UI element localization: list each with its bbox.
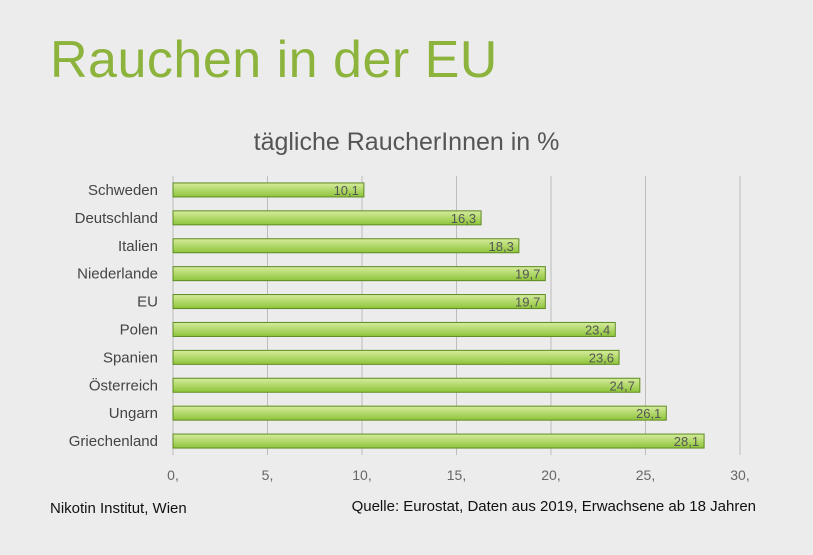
data-label: 28,1 xyxy=(674,434,699,449)
data-label: 18,3 xyxy=(489,239,514,254)
category-label: Schweden xyxy=(88,182,158,199)
data-label: 26,1 xyxy=(636,406,661,421)
bar xyxy=(172,349,620,365)
bar xyxy=(172,405,667,421)
data-label: 19,7 xyxy=(515,267,540,282)
slide-title: Rauchen in der EU xyxy=(50,31,498,89)
bar xyxy=(172,321,616,337)
data-label: 23,6 xyxy=(589,350,614,365)
x-tick-label: 15, xyxy=(447,467,466,483)
bar xyxy=(172,266,546,282)
category-label: Italien xyxy=(118,238,158,255)
x-tick-label: 25, xyxy=(636,467,655,483)
category-label: Österreich xyxy=(89,376,158,394)
category-label: Polen xyxy=(120,321,158,338)
bar xyxy=(172,182,365,198)
category-label: Griechenland xyxy=(69,433,158,450)
category-label: Spanien xyxy=(103,349,158,366)
x-tick-label: 10, xyxy=(352,467,371,483)
x-tick-label: 20, xyxy=(541,467,560,483)
labels: 0, 5, 10, 15, 20, 25, 30, Schweden 10,1 Deutschla… xyxy=(69,182,750,483)
footer-source: Quelle: Eurostat, Daten aus 2019, Erwach… xyxy=(351,498,756,515)
x-tick-label: 30, xyxy=(730,467,749,483)
x-tick-label: 5, xyxy=(262,467,274,483)
category-label: Deutschland xyxy=(75,210,158,227)
bar xyxy=(172,433,705,449)
x-tick-label: 0, xyxy=(167,467,179,483)
bars xyxy=(172,182,705,449)
category-label: EU xyxy=(137,294,158,311)
bar xyxy=(172,238,520,254)
data-label: 16,3 xyxy=(451,211,476,226)
bar xyxy=(172,294,546,310)
bar xyxy=(172,210,482,226)
chart-title: tägliche RaucherInnen in % xyxy=(253,128,560,156)
bar xyxy=(172,377,641,393)
data-label: 23,4 xyxy=(585,322,610,337)
category-label: Ungarn xyxy=(109,405,158,422)
footer-credit: Nikotin Institut, Wien xyxy=(50,500,187,517)
data-label: 10,1 xyxy=(334,183,359,198)
category-label: Niederlande xyxy=(77,266,158,283)
data-label: 19,7 xyxy=(515,295,540,310)
data-label: 24,7 xyxy=(610,378,635,393)
